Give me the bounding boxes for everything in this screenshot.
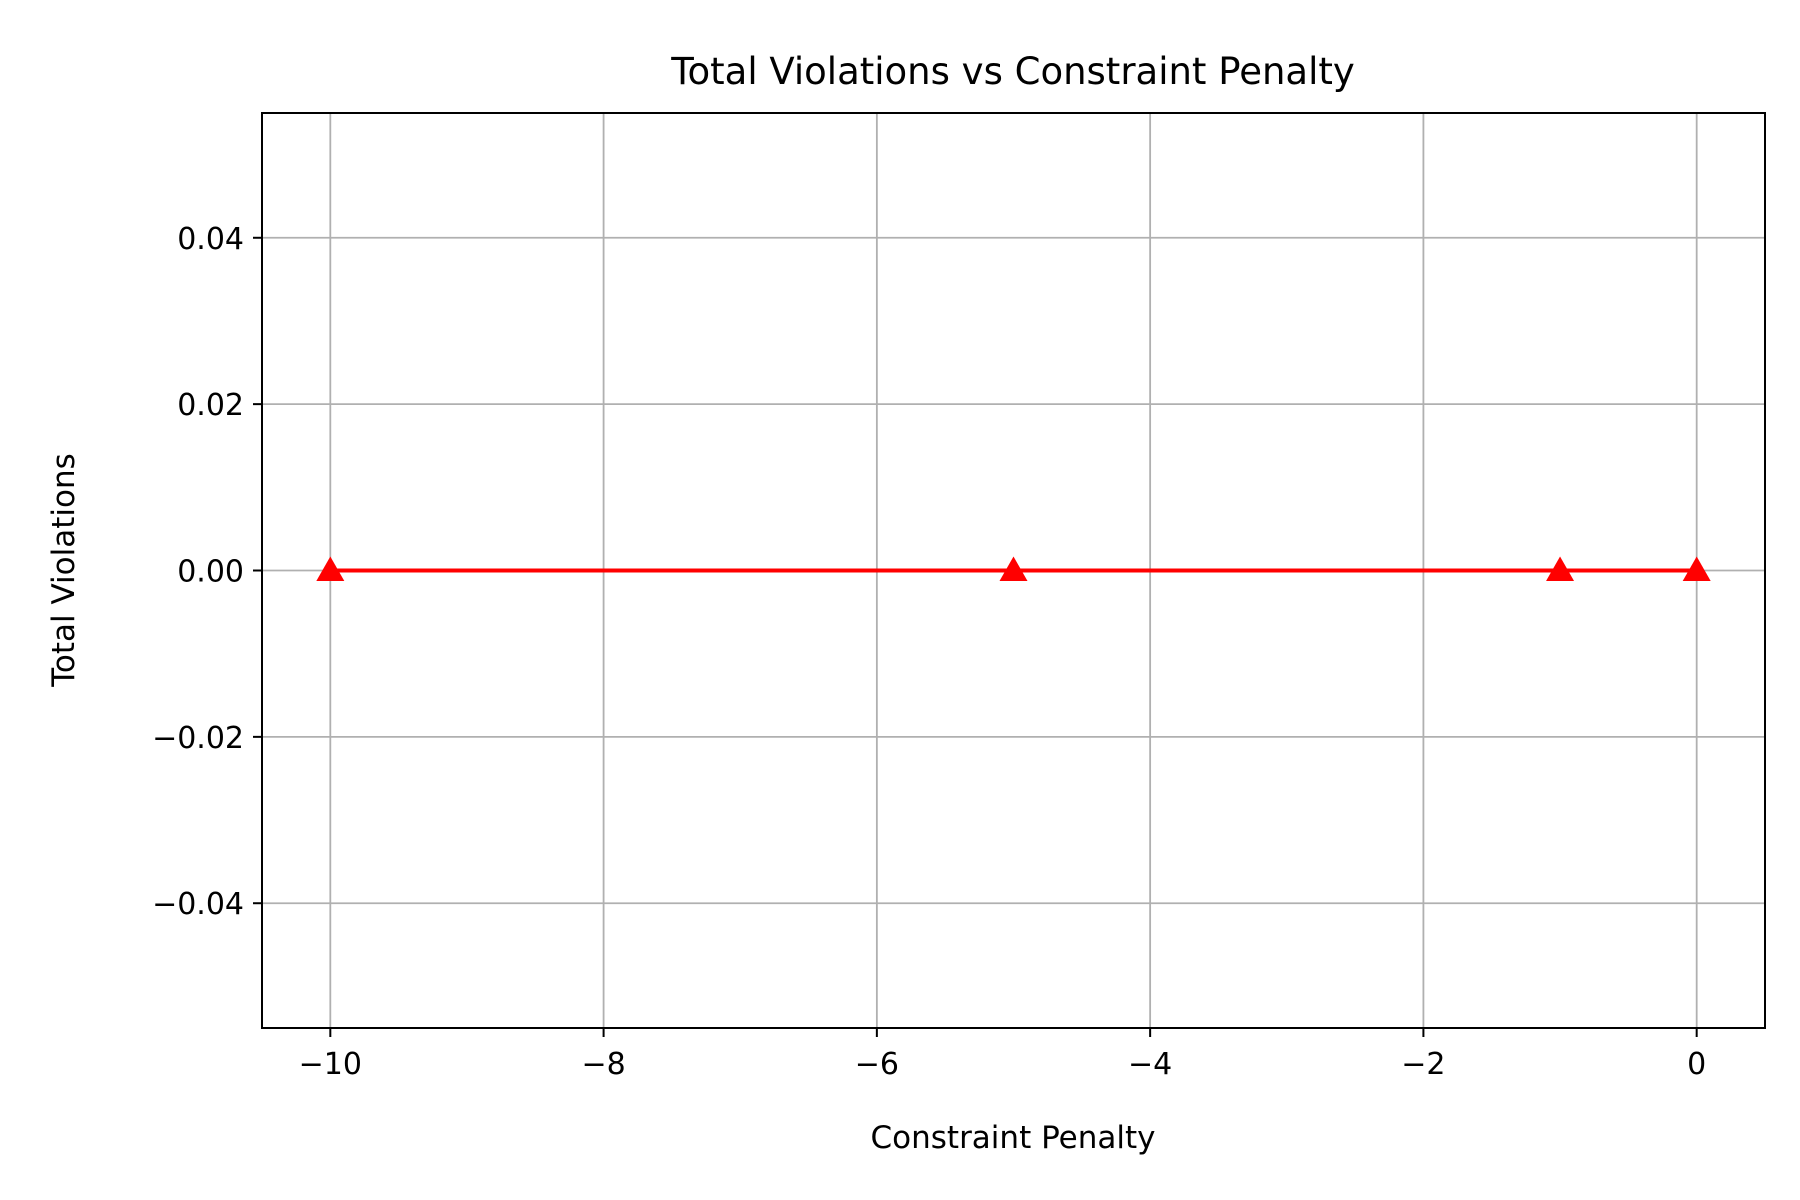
data-point-0-3 xyxy=(1682,556,1711,581)
y-tick-label-2: 0.00 xyxy=(177,555,244,590)
x-tick-label-1: −8 xyxy=(581,1047,625,1082)
data-point-0-0 xyxy=(316,556,345,581)
y-tick-label-3: 0.02 xyxy=(177,388,244,423)
x-tick-label-4: −2 xyxy=(1401,1047,1445,1082)
x-tick-label-2: −6 xyxy=(855,1047,899,1082)
y-tick-label-0: −0.04 xyxy=(152,887,244,922)
x-tick-label-5: 0 xyxy=(1687,1047,1706,1082)
data-point-0-2 xyxy=(1546,556,1575,581)
axis-ticks: −10 −8 −6 −4 −2 0 −0.04 −0.02 0.00 0.02 0.04 xyxy=(152,222,1706,1082)
data-point-0-1 xyxy=(999,556,1028,581)
series-layer xyxy=(316,556,1711,581)
x-axis-title: Constraint Penalty xyxy=(871,1120,1156,1156)
y-axis-title: Total Violations xyxy=(46,453,82,688)
y-tick-label-1: −0.02 xyxy=(152,721,244,756)
x-tick-label-3: −4 xyxy=(1128,1047,1172,1082)
x-tick-label-0: −10 xyxy=(299,1047,362,1082)
y-tick-label-4: 0.04 xyxy=(177,222,244,257)
chart-title: Total Violations vs Constraint Penalty xyxy=(670,50,1355,93)
